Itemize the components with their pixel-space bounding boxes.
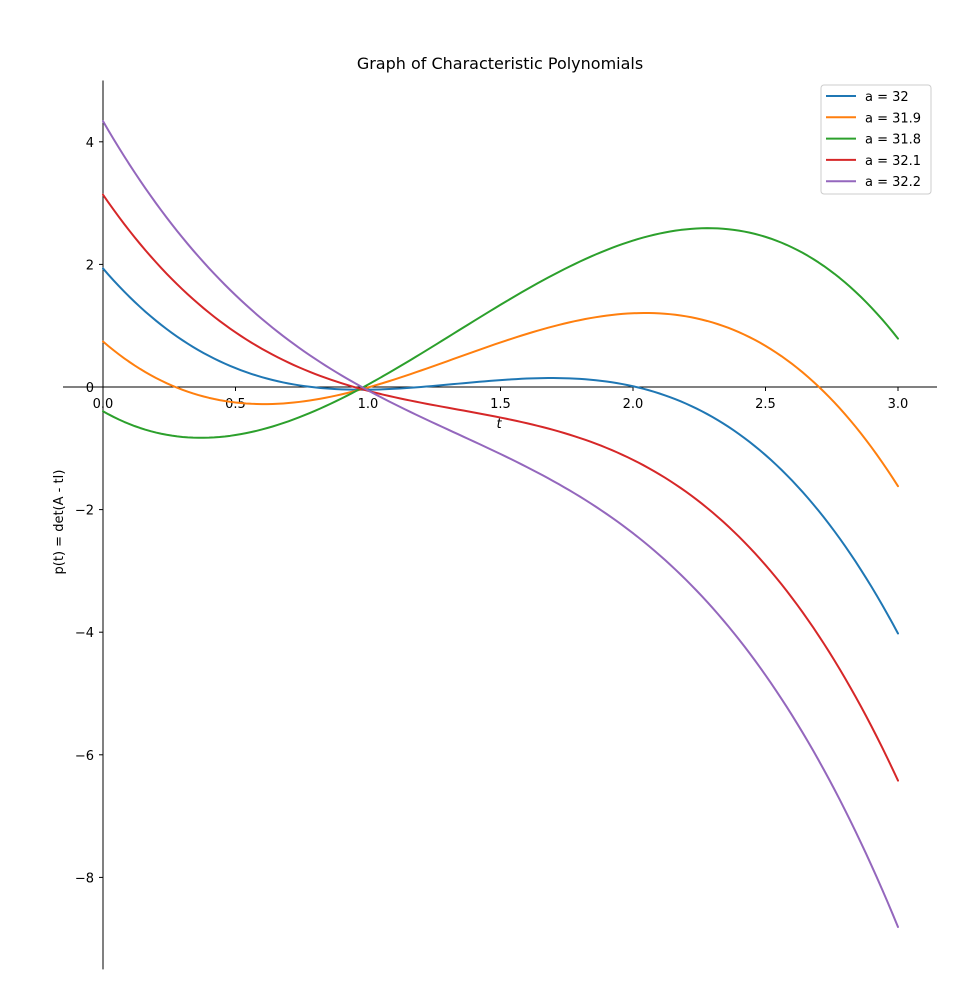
x-tick-label: 0.5 <box>225 397 246 412</box>
series-line-1 <box>102 267 899 635</box>
x-axis-label: t <box>496 417 502 432</box>
legend-item: a = 32.2 <box>826 175 921 190</box>
series-line-2 <box>102 311 899 488</box>
legend-item: a = 32.1 <box>826 154 921 169</box>
y-tick-label: −4 <box>75 626 94 641</box>
legend-items: a = 32 a = 31.9 a = 31.8 a = 32.1 a = 32.2 <box>826 90 921 190</box>
x-tick-label: 1.5 <box>490 397 511 412</box>
x-tick-label: 2.0 <box>623 397 644 412</box>
legend-label: a = 31.8 <box>865 133 921 148</box>
axes <box>63 80 937 970</box>
series-line-4 <box>102 193 899 782</box>
legend-item: a = 31.9 <box>826 111 921 126</box>
y-tick-label: 0 <box>86 381 94 396</box>
x-tick-label: 3.0 <box>888 397 909 412</box>
legend-item: a = 32 <box>826 90 909 105</box>
x-ticks: 0.0 0.5 1.0 1.5 2.0 2.5 3.0 <box>93 387 909 412</box>
legend-label: a = 31.9 <box>865 111 921 126</box>
series-group <box>102 120 899 928</box>
legend-label: a = 32.1 <box>865 154 921 169</box>
legend-label: a = 32 <box>865 90 909 105</box>
x-tick-label: 1.0 <box>358 397 379 412</box>
y-tick-label: −8 <box>75 871 94 886</box>
y-tick-label: −2 <box>75 504 94 519</box>
y-tick-label: −6 <box>75 749 94 764</box>
legend: a = 32 a = 31.9 a = 31.8 a = 32.1 a = 32.2 <box>820 84 932 195</box>
y-tick-label: 4 <box>86 136 94 151</box>
series-line-5 <box>102 120 899 928</box>
y-ticks: 4 2 0 −2 −4 −6 −8 <box>75 136 103 886</box>
y-tick-label: 2 <box>86 258 94 273</box>
legend-label: a = 32.2 <box>865 175 921 190</box>
chart-title: Graph of Characteristic Polynomials <box>357 54 643 73</box>
series-line-3 <box>102 227 899 439</box>
y-axis-label: p(t) = det(A - tI) <box>52 470 67 575</box>
legend-item: a = 31.8 <box>826 133 921 148</box>
legend-box <box>820 84 932 195</box>
x-tick-label: 2.5 <box>755 397 776 412</box>
x-tick-label: 0.0 <box>93 397 114 412</box>
